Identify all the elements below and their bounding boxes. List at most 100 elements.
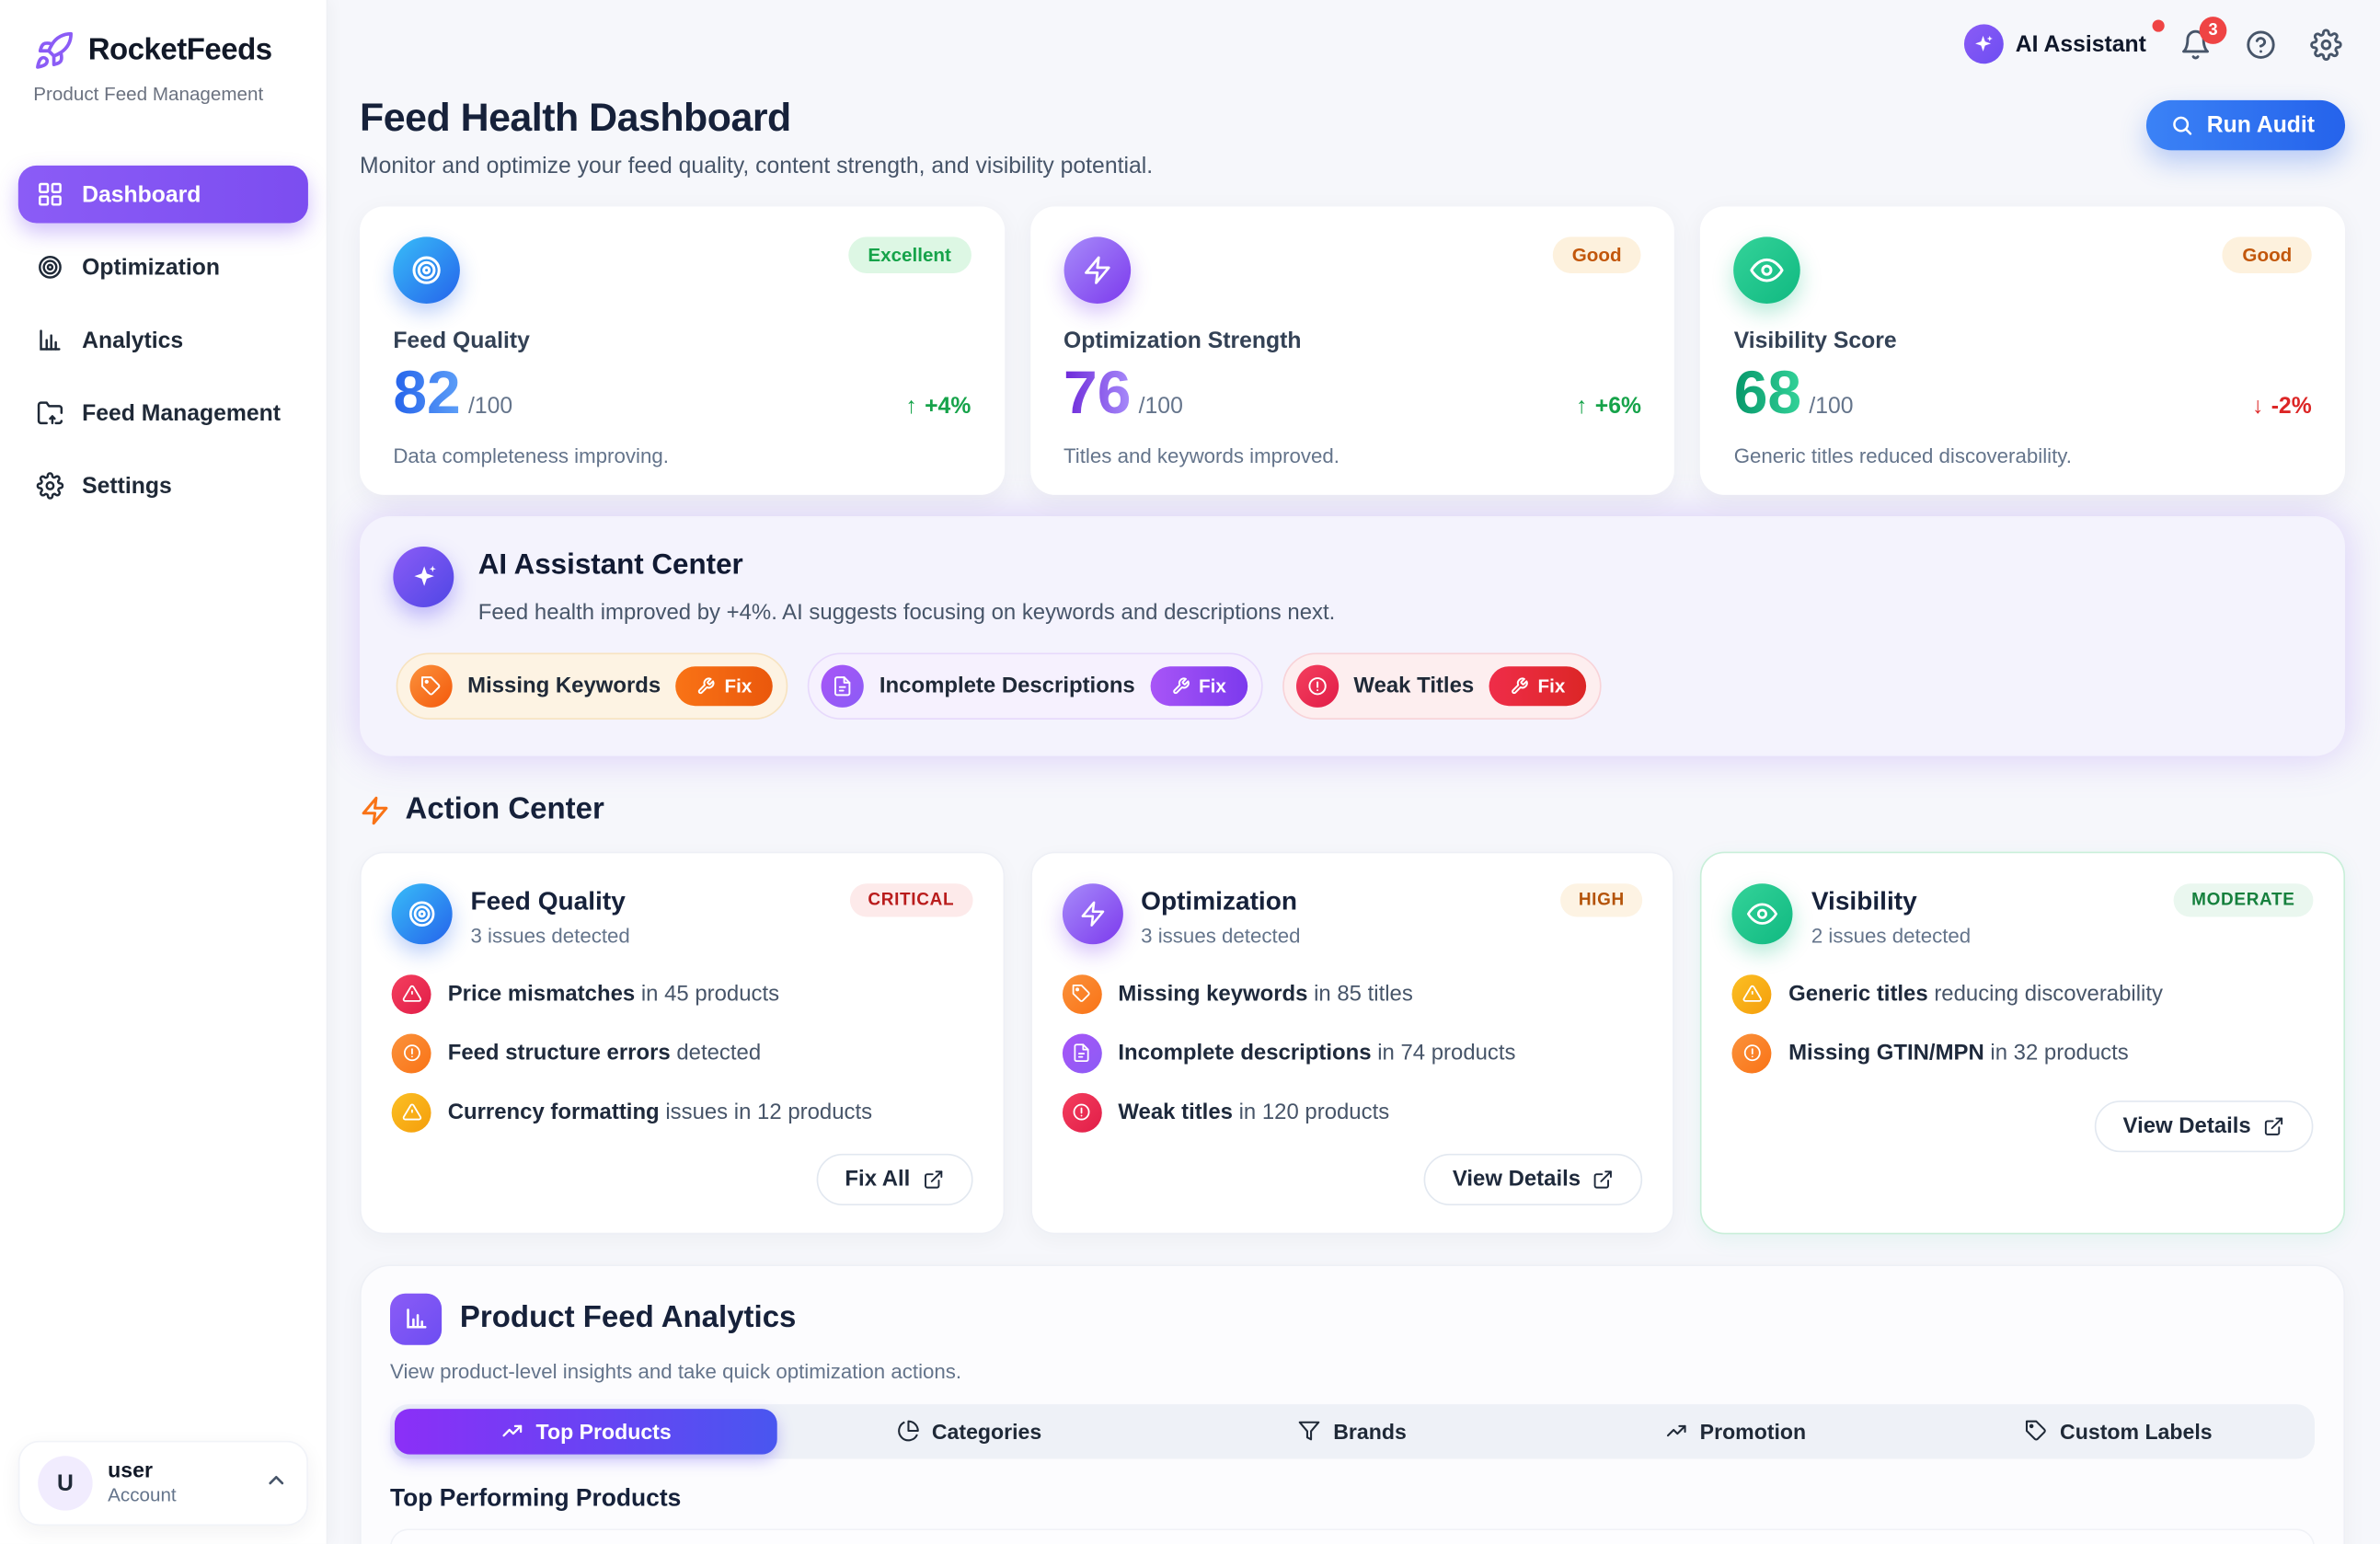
action-cards: Feed Quality 3 issues detected CRITICAL … [360,851,2346,1234]
lightning-icon [1062,883,1123,945]
sidebar-item-feed-management[interactable]: Feed Management [18,384,308,442]
table-header-row: Image Product Clicks Status Action [391,1529,2314,1544]
stat-card-visibility-score: Good Visibility Score 68 /100 ↓ -2% Gener… [1700,206,2346,495]
severity-badge: MODERATE [2173,883,2314,917]
sidebar: RocketFeeds Product Feed Management Dash… [0,0,328,1544]
lightning-icon [1063,236,1131,304]
stat-card-feed-quality: Excellent Feed Quality 82 /100 ↑ +4% Data… [360,206,1005,495]
sparkle-icon [393,546,454,607]
action-center-title: Action Center [405,792,604,826]
warning-triangle-icon [391,1092,431,1133]
status-badge: Excellent [847,236,972,273]
sidebar-item-dashboard[interactable]: Dashboard [17,165,308,224]
action-card-feed-quality: Feed Quality 3 issues detected CRITICAL … [360,851,1005,1234]
page-title: Feed Health Dashboard [360,94,791,140]
chevron-up-icon[interactable] [264,1468,288,1500]
search-icon [2170,114,2193,137]
sidebar-nav: Dashboard Optimization Analytics Feed Ma… [17,165,308,515]
tab-categories[interactable]: Categories [777,1408,1160,1453]
stat-title: Optimization Strength [1063,328,1302,354]
stat-title: Visibility Score [1733,328,1897,354]
column-action: Action [2189,1542,2298,1544]
wrench-icon [1511,677,1529,696]
bell-icon[interactable]: 3 [2179,16,2227,61]
stat-denominator: /100 [1809,393,1854,420]
view-details-button[interactable]: View Details [2094,1100,2314,1152]
rocket-logo-icon [33,30,75,72]
column-product: Product [500,1542,1776,1544]
issue-item: Price mismatches in 45 products [391,974,972,1014]
wrench-icon [697,677,716,696]
sidebar-item-settings[interactable]: Settings [18,457,308,515]
alert-circle-icon [1732,1032,1772,1073]
wrench-icon [1171,677,1190,696]
fix-button[interactable]: Fix [675,666,774,707]
chip-label: Missing Keywords [467,674,661,698]
pie-chart-icon [897,1420,920,1443]
topbar: AI Assistant 3 [360,0,2345,67]
chip-incomplete-descriptions: Incomplete Descriptions Fix [808,652,1263,720]
target-icon [393,236,460,304]
sidebar-item-optimization[interactable]: Optimization [18,238,308,296]
document-icon [1062,1032,1102,1073]
sidebar-item-analytics[interactable]: Analytics [18,311,308,369]
trend-up: ↑ +6% [1576,393,1642,420]
view-details-button[interactable]: View Details [1423,1153,1643,1205]
settings-gear-icon[interactable] [2310,28,2342,61]
card-title: Optimization [1141,886,1297,916]
page-subtitle: Monitor and optimize your feed quality, … [360,153,1154,179]
brand-name: RocketFeeds [87,33,272,67]
issue-item: Incomplete descriptions in 74 products [1062,1032,1642,1073]
tag-icon [409,664,453,708]
main-content: AI Assistant 3 Feed Health Dashboard Mon… [328,0,2380,1544]
stat-title: Feed Quality [393,328,530,354]
stat-note: Generic titles reduced discoverability. [1733,444,2072,468]
chip-weak-titles: Weak Titles Fix [1282,652,1602,720]
ai-assistant-button[interactable]: AI Assistant [1963,19,2165,64]
status-badge: Good [1552,236,1642,273]
stat-score: 68 [1733,360,1802,427]
sidebar-item-label: Analytics [82,327,184,353]
card-title: Feed Quality [470,886,626,916]
analytics-subtitle: View product-level insights and take qui… [390,1359,962,1383]
tab-top-products[interactable]: Top Products [394,1408,778,1454]
issue-item: Generic titles reducing discoverability [1732,974,2313,1014]
document-icon [822,664,865,708]
fix-all-button[interactable]: Fix All [816,1153,972,1205]
target-icon [391,883,453,945]
sidebar-item-label: Dashboard [82,181,201,208]
external-link-icon [1592,1169,1614,1190]
tab-promotion[interactable]: Promotion [1544,1408,1926,1453]
alert-circle-icon [1295,664,1339,708]
issues-count: 3 issues detected [470,925,630,949]
card-title: Visibility [1811,886,1917,916]
user-role: Account [108,1484,177,1506]
action-card-optimization: Optimization 3 issues detected HIGH Miss… [1029,851,1675,1234]
product-feed-analytics-panel: Product Feed Analytics View product-leve… [360,1263,2346,1544]
stat-score: 76 [1063,360,1132,427]
bar-chart-icon [390,1292,443,1345]
stats-row: Excellent Feed Quality 82 /100 ↑ +4% Data… [360,206,2346,495]
fix-button[interactable]: Fix [1489,666,1587,707]
user-account-card[interactable]: U user Account [17,1440,308,1527]
stat-card-optimization-strength: Good Optimization Strength 76 /100 ↑ +6% … [1029,206,1675,495]
issue-item: Missing GTIN/MPN in 32 products [1732,1032,2313,1073]
issues-count: 2 issues detected [1811,925,1972,949]
stat-denominator: /100 [1138,393,1183,420]
run-audit-button[interactable]: Run Audit [2145,99,2346,151]
issue-item: Weak titles in 120 products [1062,1092,1642,1133]
action-card-visibility: Visibility 2 issues detected MODERATE Ge… [1700,851,2346,1234]
tab-brands[interactable]: Brands [1161,1408,1544,1453]
status-badge: Good [2222,236,2312,273]
avatar: U [38,1456,93,1511]
chip-missing-keywords: Missing Keywords Fix [396,652,788,720]
stat-denominator: /100 [467,393,513,420]
tab-custom-labels[interactable]: Custom Labels [1927,1408,2310,1453]
sidebar-item-label: Optimization [82,254,220,281]
fix-button[interactable]: Fix [1150,666,1247,707]
help-icon[interactable] [2245,29,2277,61]
products-table: Image Product Clicks Status Action Nike … [390,1527,2316,1544]
sidebar-item-label: Feed Management [82,399,282,426]
sparkle-icon [1963,24,2004,64]
